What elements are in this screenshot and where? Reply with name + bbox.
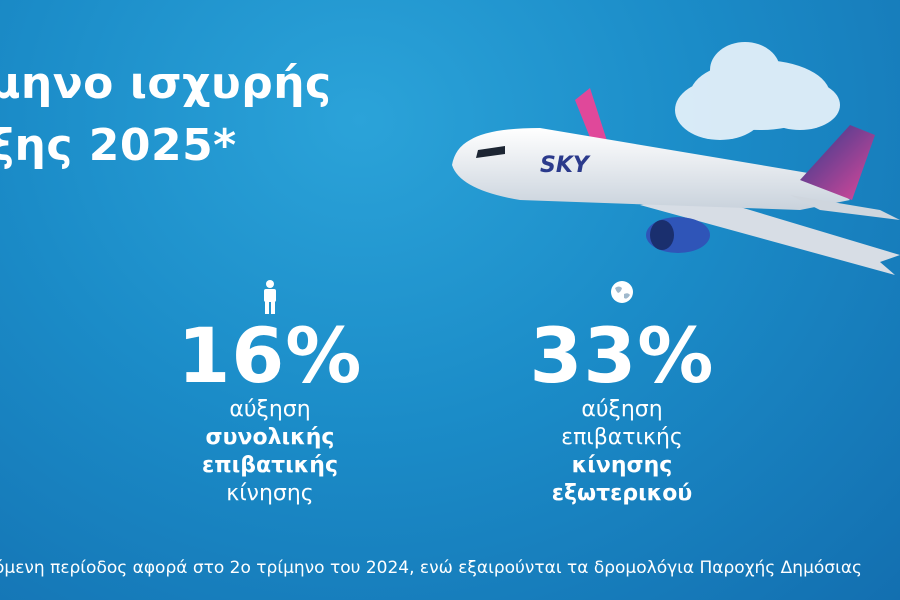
stat-icon	[472, 280, 772, 314]
stat-line: επιβατικής	[201, 453, 339, 478]
stat-line: επιβατικής	[561, 425, 683, 450]
airplane: SKY	[452, 88, 900, 275]
stat-line: εξωτερικού	[551, 481, 693, 506]
stat: 16% αύξηση συνολικής επιβατικής κίνησης	[120, 280, 420, 508]
stat: 33% αύξηση επιβατικής κίνησης εξωτερικού	[472, 280, 772, 508]
stat-line: αύξηση	[581, 397, 663, 422]
stat-line: συνολικής	[205, 425, 335, 450]
stat-line: αύξηση	[229, 397, 311, 422]
stat-value: 33%	[529, 311, 715, 400]
stat-icon	[120, 280, 420, 314]
stat-line: κίνησης	[226, 481, 314, 506]
footnote: όμενη περίοδος αφορά στο 2ο τρίμηνο του …	[0, 558, 863, 578]
headline: μηνο ισχυρής	[0, 58, 332, 109]
stat-value: 16%	[177, 311, 363, 400]
headline: ξης 2025*	[0, 120, 237, 171]
cloud	[675, 42, 840, 140]
stat-line: κίνησης	[571, 453, 673, 478]
svg-text:SKY: SKY	[540, 153, 591, 178]
